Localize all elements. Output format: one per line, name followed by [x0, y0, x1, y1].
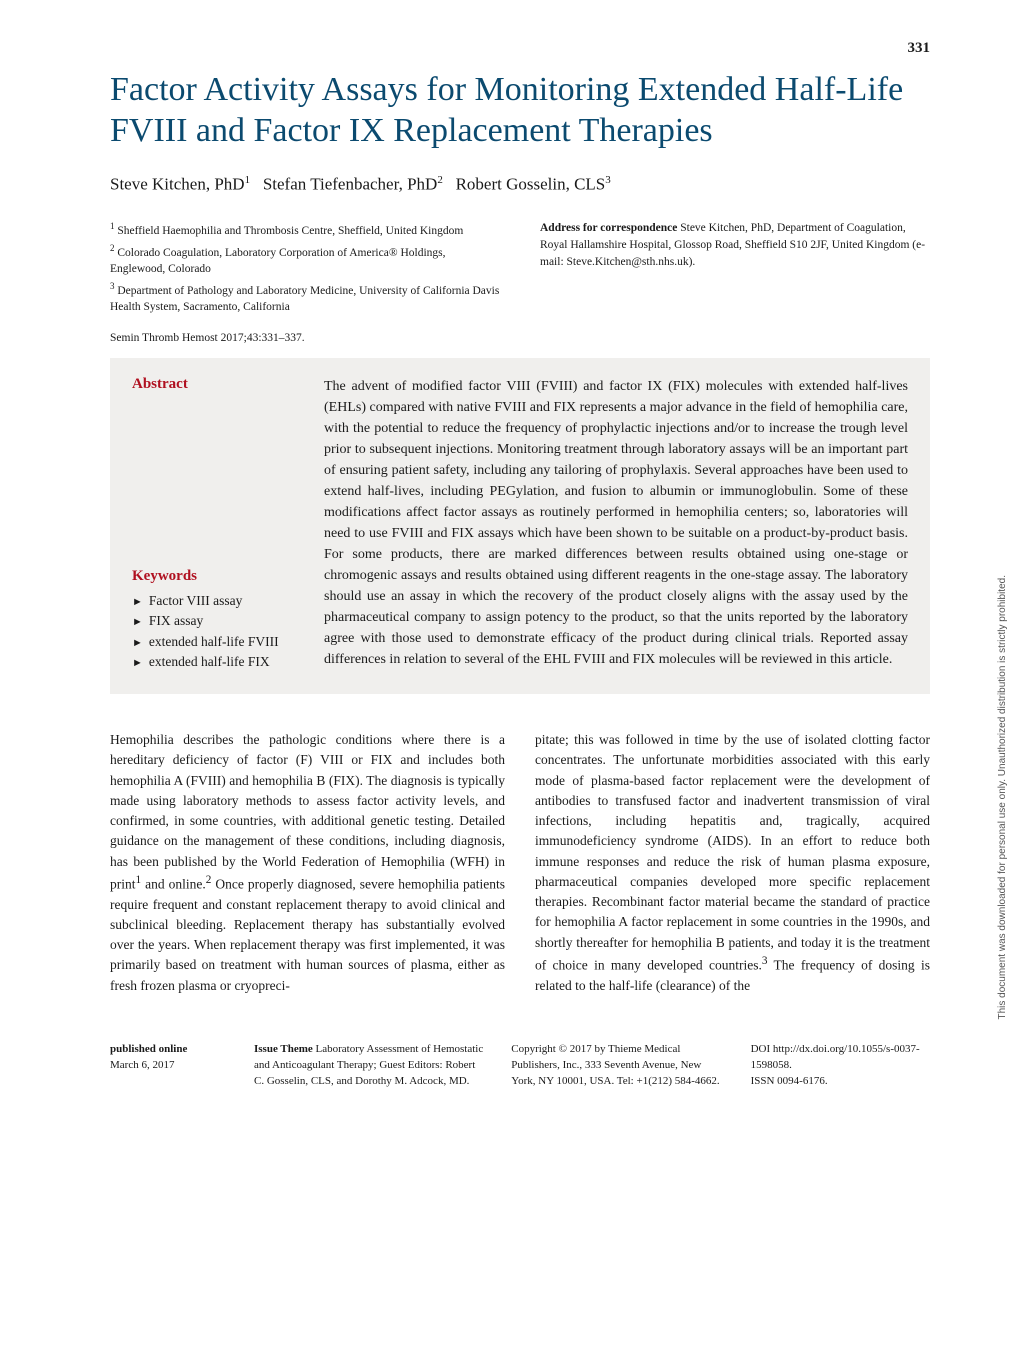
doi-value: http://dx.doi.org/10.1055/s-0037-1598058… — [751, 1043, 920, 1071]
copyright: Copyright © 2017 by Thieme Medical Publi… — [511, 1042, 726, 1090]
affiliation-1: 1 Sheffield Haemophilia and Thrombosis C… — [110, 220, 500, 240]
article-title: Factor Activity Assays for Monitoring Ex… — [110, 70, 930, 152]
keywords-list: Factor VIII assay FIX assay extended hal… — [132, 591, 292, 672]
body-column-2: pitate; this was followed in time by the… — [535, 730, 930, 996]
keywords-heading: Keywords — [132, 568, 292, 585]
abstract-box: Abstract Keywords Factor VIII assay FIX … — [110, 358, 930, 694]
issn-label: ISSN — [751, 1075, 775, 1087]
keyword-item: extended half-life FIX — [132, 652, 292, 672]
abstract-heading: Abstract — [132, 376, 292, 393]
issn-value: 0094-6176. — [774, 1075, 827, 1087]
authors-line: Steve Kitchen, PhD1 Stefan Tiefenbacher,… — [110, 174, 930, 195]
affiliations: 1 Sheffield Haemophilia and Thrombosis C… — [110, 220, 500, 318]
doi-label: DOI — [751, 1043, 771, 1055]
keyword-item: FIX assay — [132, 611, 292, 631]
citation: Semin Thromb Hemost 2017;43:331–337. — [110, 332, 930, 344]
keyword-item: Factor VIII assay — [132, 591, 292, 611]
correspondence-label: Address for correspondence — [540, 222, 677, 234]
side-note: This document was downloaded for persona… — [997, 575, 1008, 1020]
abstract-text: The advent of modified factor VIII (FVII… — [324, 376, 908, 672]
footer: published online March 6, 2017 Issue The… — [110, 1042, 930, 1090]
body-column-1: Hemophilia describes the pathologic cond… — [110, 730, 505, 996]
page-number: 331 — [908, 40, 931, 57]
affiliation-3: 3 Department of Pathology and Laboratory… — [110, 280, 500, 316]
issue-theme-label: Issue Theme — [254, 1043, 313, 1055]
published-label: published online — [110, 1043, 187, 1055]
affiliation-2: 2 Colorado Coagulation, Laboratory Corpo… — [110, 242, 500, 278]
keyword-item: extended half-life FVIII — [132, 632, 292, 652]
published-date: March 6, 2017 — [110, 1058, 230, 1074]
body-text: Hemophilia describes the pathologic cond… — [110, 730, 930, 996]
correspondence: Address for correspondence Steve Kitchen… — [540, 220, 930, 318]
